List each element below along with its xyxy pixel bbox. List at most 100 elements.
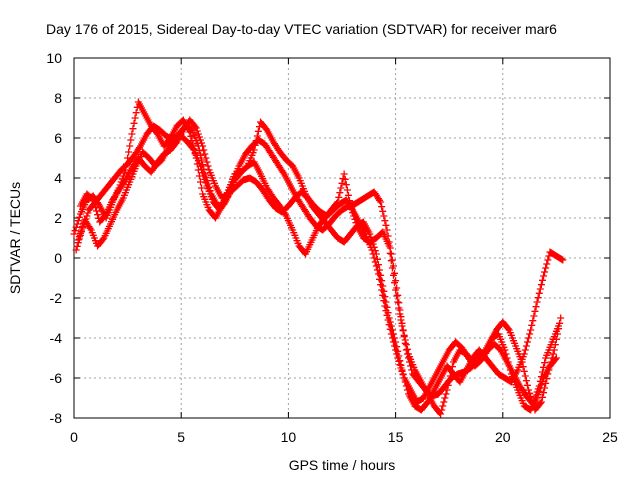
data-point <box>195 147 203 155</box>
data-point <box>536 399 544 407</box>
data-point <box>527 393 535 401</box>
data-point <box>556 319 564 327</box>
data-point <box>380 212 388 220</box>
data-point <box>552 335 560 343</box>
data-point <box>380 297 388 305</box>
data-point <box>374 270 382 278</box>
data-point <box>552 354 560 362</box>
data-point <box>75 213 83 221</box>
data-point <box>525 334 533 342</box>
data-point <box>388 256 396 264</box>
data-point <box>551 341 559 349</box>
data-point <box>531 307 539 315</box>
data-point <box>537 281 545 289</box>
data-point <box>350 212 358 220</box>
data-point <box>88 195 96 203</box>
data-point <box>254 127 262 135</box>
data-point <box>399 327 407 335</box>
data-point <box>279 168 287 176</box>
data-point <box>401 336 409 344</box>
data-point <box>533 394 541 402</box>
data-point <box>83 212 91 220</box>
data-point <box>535 289 543 297</box>
data-point <box>196 136 204 144</box>
data-point <box>202 154 210 162</box>
data-point <box>199 142 207 150</box>
data-point <box>518 358 526 366</box>
data-point <box>369 250 377 258</box>
data-point <box>448 363 456 371</box>
data-point <box>535 387 543 395</box>
data-point <box>198 139 206 147</box>
data-point <box>189 145 197 153</box>
data-point <box>394 354 402 362</box>
data-point <box>135 144 143 152</box>
data-point <box>344 191 352 199</box>
data-point <box>395 304 403 312</box>
data-point <box>540 272 548 280</box>
plot-frame <box>73 57 611 419</box>
data-point <box>541 268 549 276</box>
data-point <box>373 266 381 274</box>
data-point <box>79 223 87 231</box>
data-point <box>72 223 80 231</box>
data-point <box>391 342 399 350</box>
data-point <box>501 346 509 354</box>
data-point <box>536 384 544 392</box>
data-point <box>72 246 80 254</box>
data-point <box>403 345 411 353</box>
data-point <box>533 298 541 306</box>
data-point <box>399 371 407 379</box>
data-point <box>351 215 359 223</box>
data-point <box>91 203 99 211</box>
data-point <box>555 325 563 333</box>
grid-lines <box>74 58 610 418</box>
data-point <box>201 175 209 183</box>
data-point <box>541 359 549 367</box>
y-tick-label: -6 <box>50 370 63 386</box>
data-point <box>559 256 567 264</box>
data-point <box>372 262 380 270</box>
data-point <box>521 372 529 380</box>
data-point <box>526 389 534 397</box>
data-point <box>445 377 453 385</box>
data-point <box>540 389 548 397</box>
data-point <box>195 133 203 141</box>
y-tick-label: 8 <box>54 90 62 106</box>
data-point <box>194 166 202 174</box>
data-point <box>385 242 393 250</box>
data-point <box>194 130 202 138</box>
data-point <box>76 229 84 237</box>
data-point <box>377 198 385 206</box>
data-point <box>392 286 400 294</box>
data-point <box>437 410 445 418</box>
data-point <box>446 372 454 380</box>
data-point <box>440 398 448 406</box>
data-point <box>393 350 401 358</box>
data-point <box>128 130 136 138</box>
data-point <box>378 203 386 211</box>
data-point <box>199 169 207 177</box>
data-point <box>378 286 386 294</box>
data-point <box>543 260 551 268</box>
data-point <box>74 236 82 244</box>
data-point <box>192 124 200 132</box>
data-point <box>393 292 401 300</box>
data-point <box>504 325 512 333</box>
data-point <box>447 367 455 375</box>
data-point <box>387 257 395 265</box>
data-point <box>90 200 98 208</box>
data-point <box>528 321 536 329</box>
data-point <box>94 211 102 219</box>
data-point <box>204 162 212 170</box>
x-tick-label: 15 <box>388 429 404 445</box>
x-tick-label: 25 <box>602 429 618 445</box>
data-point <box>70 230 78 238</box>
data-point <box>371 258 379 266</box>
y-tick-label: 2 <box>54 210 62 226</box>
data-point <box>198 184 206 192</box>
data-point <box>352 219 360 227</box>
data-point <box>93 207 101 215</box>
data-point <box>383 311 391 319</box>
